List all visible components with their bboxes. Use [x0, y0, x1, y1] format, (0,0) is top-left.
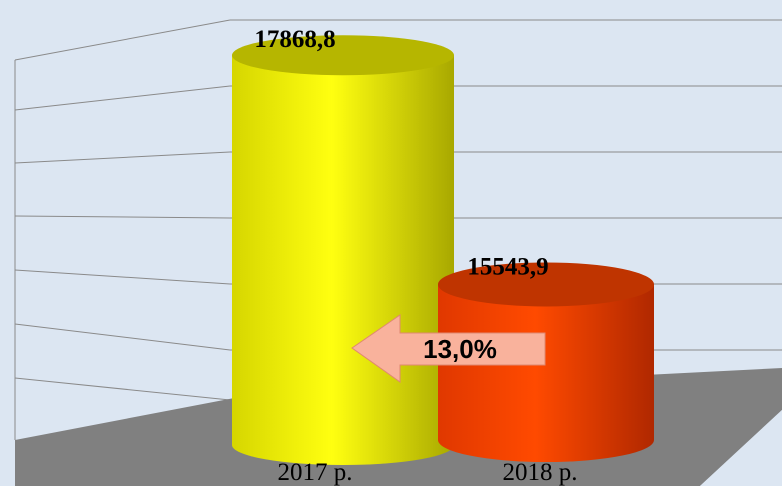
bar: [438, 262, 654, 462]
bar-body: [438, 284, 654, 462]
change-annotation: 13,0%: [423, 334, 497, 364]
change-arrow: [351, 314, 546, 383]
x-tick-label: 2018 р.: [503, 459, 578, 486]
floor-edge: [700, 410, 782, 486]
bar-body: [232, 55, 454, 466]
value-label: 17868,8: [254, 26, 335, 53]
bar: [232, 35, 454, 466]
x-tick-label: 2017 р.: [278, 459, 353, 486]
bar-top: [232, 35, 454, 76]
bar-top: [438, 262, 654, 307]
value-label: 15543,9: [467, 253, 548, 280]
